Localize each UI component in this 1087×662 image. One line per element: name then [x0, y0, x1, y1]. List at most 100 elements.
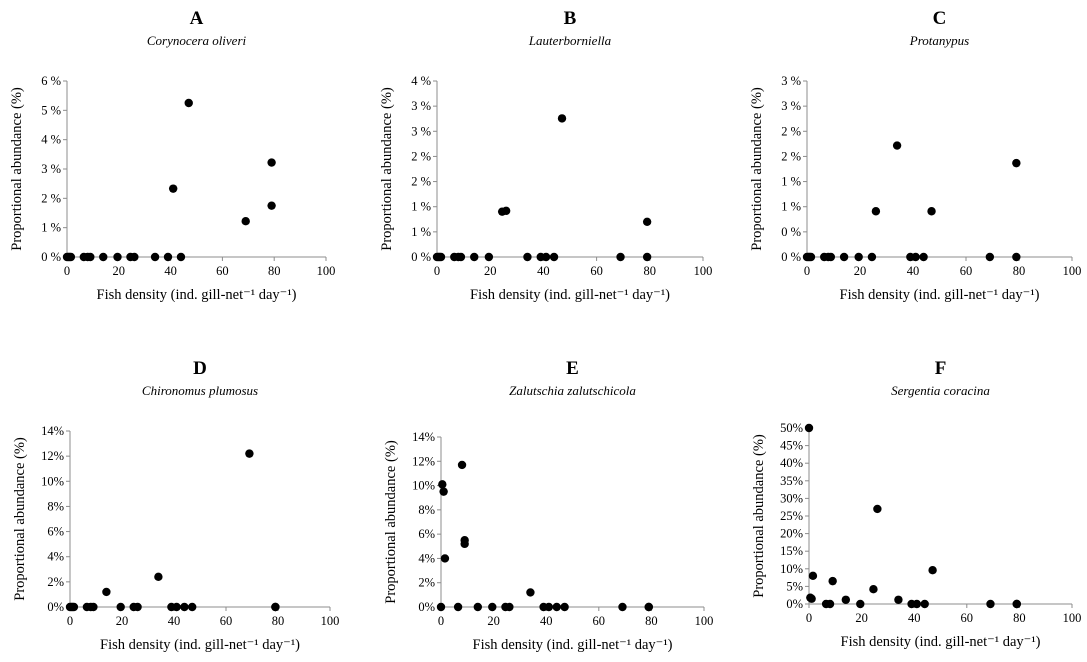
- data-point: [1012, 599, 1021, 609]
- x-tick-label: 100: [1063, 611, 1082, 625]
- data-point: [986, 599, 995, 609]
- x-axis-label: Fish density (ind. gill-net⁻¹ day⁻¹): [100, 637, 300, 653]
- y-axis-label: Proportional abundance (%): [9, 87, 25, 251]
- data-point: [150, 252, 160, 262]
- data-point: [807, 594, 816, 603]
- data-point: [163, 252, 173, 262]
- x-tick-label: 40: [164, 264, 177, 278]
- data-point: [985, 252, 995, 262]
- x-tick-label: 0: [64, 264, 70, 278]
- y-tick-label: 3 %: [781, 74, 801, 88]
- data-point: [928, 566, 937, 575]
- data-point: [184, 98, 193, 108]
- y-tick-label: 0%: [418, 600, 435, 614]
- x-tick-label: 100: [321, 614, 340, 628]
- data-point: [912, 599, 922, 609]
- y-tick-label: 0 %: [41, 250, 61, 264]
- x-tick-label: 80: [272, 614, 285, 628]
- data-point: [470, 252, 479, 262]
- y-tick-label: 2 %: [781, 124, 801, 138]
- x-tick-label: 60: [593, 614, 606, 628]
- panel-letter: C: [933, 8, 947, 29]
- x-tick-label: 60: [961, 611, 974, 625]
- data-point: [180, 602, 189, 612]
- y-tick-label: 10%: [41, 474, 64, 488]
- y-tick-label: 50%: [780, 421, 803, 435]
- data-point: [267, 158, 276, 167]
- data-point: [1012, 252, 1021, 262]
- data-point: [172, 602, 181, 612]
- y-tick-label: 14%: [41, 424, 64, 438]
- y-tick-label: 35%: [780, 474, 803, 488]
- y-axis-label: Proportional abundance (%): [751, 434, 767, 598]
- y-tick-label: 8%: [418, 503, 435, 517]
- data-point: [869, 585, 878, 594]
- y-tick-label: 2 %: [781, 149, 801, 163]
- x-tick-label: 60: [216, 264, 229, 278]
- x-tick-label: 60: [960, 264, 973, 278]
- data-point: [457, 460, 467, 470]
- x-tick-label: 40: [537, 264, 550, 278]
- y-axis-label: Proportional abundance (%): [383, 440, 399, 604]
- panel-letter: F: [935, 358, 947, 379]
- x-tick-label: 80: [644, 264, 657, 278]
- y-tick-label: 2 %: [41, 191, 61, 205]
- data-point: [867, 252, 877, 262]
- data-point: [557, 114, 567, 123]
- data-point: [473, 602, 483, 612]
- y-tick-label: 10%: [780, 562, 803, 576]
- panel-title: Protanypus: [909, 33, 969, 48]
- x-tick-label: 0: [804, 264, 810, 278]
- y-tick-label: 10%: [412, 479, 435, 493]
- chart-panel-c: C Protanypus 0 % 0 % 1 % 1 % 2 % 2 % 3 % 3 % 0 20 40…: [749, 8, 1081, 303]
- y-tick-label: 40%: [780, 456, 803, 470]
- data-point: [920, 599, 929, 609]
- data-point: [804, 423, 814, 433]
- x-tick-label: 0: [438, 614, 444, 628]
- x-axis-label: Fish density (ind. gill-net⁻¹ day⁻¹): [97, 287, 297, 303]
- data-point: [927, 207, 936, 216]
- data-point: [456, 252, 466, 262]
- x-tick-label: 20: [113, 264, 126, 278]
- data-point: [66, 252, 76, 262]
- data-point: [841, 595, 851, 604]
- y-tick-label: 45%: [780, 439, 803, 453]
- y-tick-label: 30%: [780, 491, 803, 505]
- y-tick-label: 1 %: [411, 225, 431, 239]
- y-tick-label: 20%: [780, 527, 803, 541]
- y-tick-label: 4 %: [41, 133, 61, 147]
- x-tick-label: 20: [855, 611, 868, 625]
- x-tick-label: 60: [590, 264, 603, 278]
- y-axis-label: Proportional abundance (%): [379, 87, 395, 251]
- chart-panel-a: A Corynocera oliveri 0 % 1 % 2 % 3 % 4 % 5 % 6 %…: [9, 8, 335, 303]
- y-tick-label: 15%: [780, 544, 803, 558]
- y-tick-label: 8%: [47, 499, 64, 513]
- data-point: [86, 252, 95, 262]
- data-point: [839, 252, 849, 262]
- y-tick-label: 1 %: [781, 175, 801, 189]
- data-point: [523, 252, 532, 262]
- y-tick-label: 1 %: [411, 200, 431, 214]
- data-point: [102, 587, 111, 597]
- data-point: [130, 252, 139, 262]
- chart-panel-b: B Lauterborniella 0 % 1 % 1 % 2 % 2 % 3 % 3 % 4 %…: [379, 8, 712, 303]
- y-tick-label: 4%: [47, 550, 64, 564]
- panel-title: Corynocera oliveri: [147, 33, 247, 48]
- y-tick-label: 5%: [786, 579, 803, 593]
- y-tick-label: 0 %: [411, 250, 431, 264]
- data-point: [245, 449, 254, 458]
- y-tick-label: 0 %: [781, 250, 801, 264]
- panel-title: Zalutschia zalutschicola: [509, 383, 636, 398]
- data-point: [549, 252, 559, 262]
- data-point: [436, 602, 446, 612]
- panel-letter: D: [193, 358, 207, 379]
- data-point: [873, 504, 882, 514]
- x-tick-label: 20: [854, 264, 867, 278]
- y-tick-label: 2 %: [411, 149, 431, 163]
- data-point: [856, 599, 865, 609]
- data-point: [616, 252, 625, 262]
- x-tick-label: 60: [220, 614, 233, 628]
- y-tick-label: 12%: [41, 449, 64, 463]
- data-point: [484, 252, 494, 262]
